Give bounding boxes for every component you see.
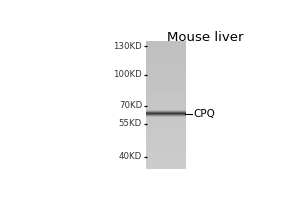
Text: 55KD: 55KD xyxy=(119,119,142,128)
Text: CPQ: CPQ xyxy=(193,109,215,119)
Text: Mouse liver: Mouse liver xyxy=(167,31,243,44)
Text: 100KD: 100KD xyxy=(113,70,142,79)
Text: 130KD: 130KD xyxy=(113,42,142,51)
Text: 70KD: 70KD xyxy=(119,101,142,110)
Text: 40KD: 40KD xyxy=(119,152,142,161)
